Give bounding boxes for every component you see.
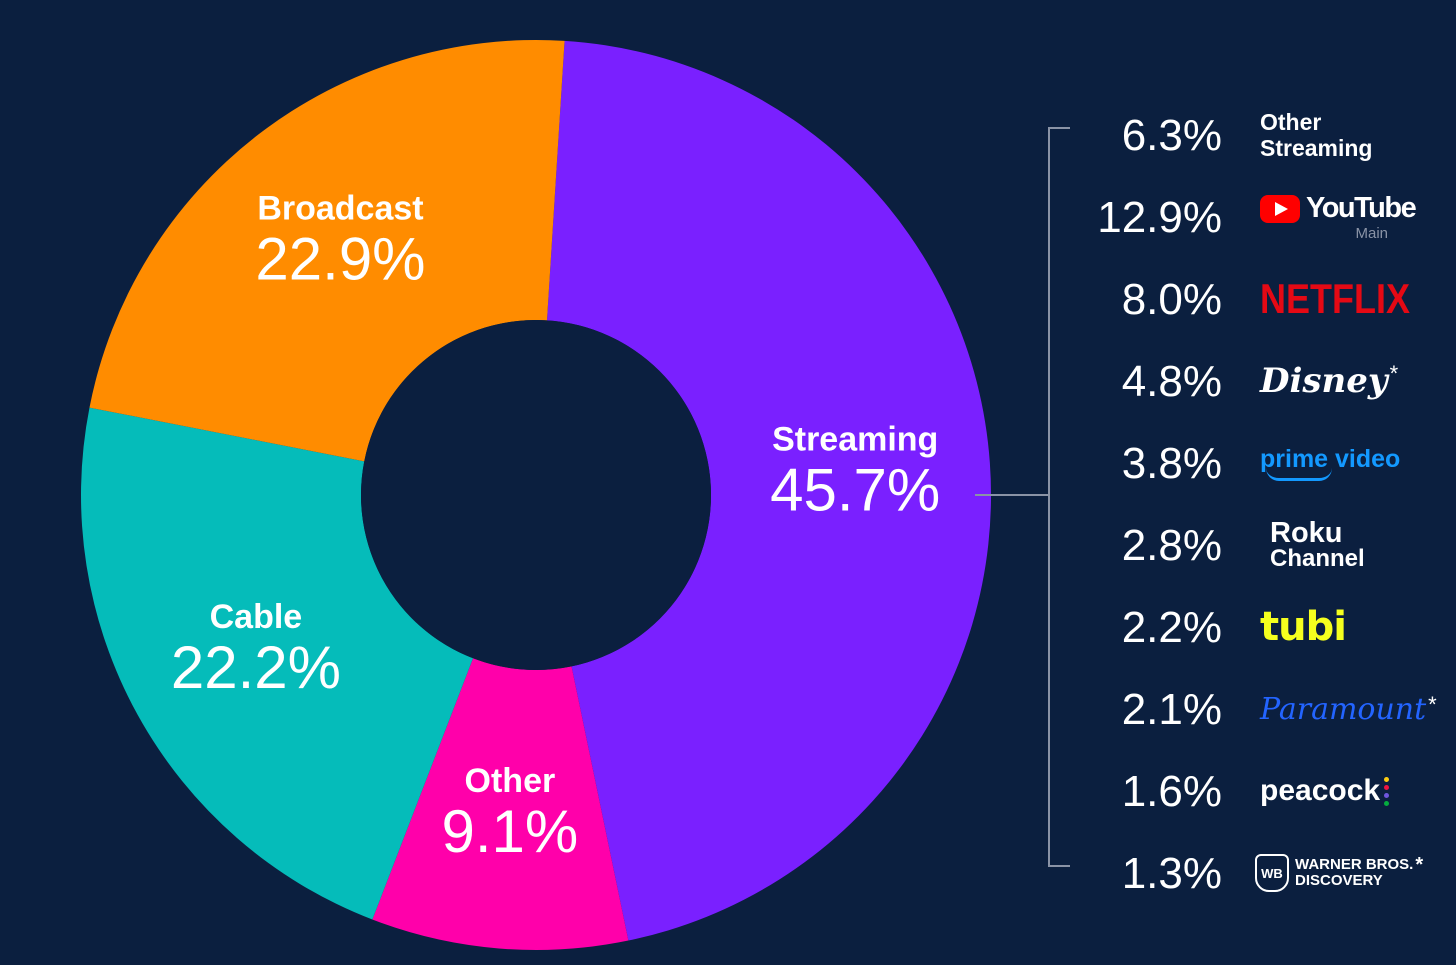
slice-value-other: 9.1%: [442, 798, 579, 865]
brand-label: NETFLIX: [1260, 274, 1410, 322]
pct-label: 4.8%: [1121, 357, 1222, 406]
pct-label: 2.8%: [1121, 521, 1222, 570]
slice-other: [372, 658, 629, 951]
pct-label: 1.3%: [1121, 849, 1222, 898]
slice-label-other: Other: [465, 762, 556, 800]
bracket-top: [1048, 127, 1070, 129]
asterisk: *: [1389, 361, 1399, 386]
breakdown-row-peacock: 1.6% peacock: [1040, 761, 1450, 843]
breakdown-row-paramount: 2.1% Paramount*: [1040, 679, 1450, 761]
peacock-logo: peacock: [1260, 761, 1450, 821]
slice-label-broadcast: Broadcast: [257, 190, 423, 228]
slice-value-cable: 22.2%: [171, 634, 341, 701]
brand-label: YouTube: [1306, 192, 1417, 224]
youtube-logo: YouTube Main: [1260, 187, 1450, 247]
tubi-logo: tubi: [1260, 597, 1450, 657]
prime-video-logo: prime video: [1260, 433, 1450, 493]
netflix-logo: NETFLIX: [1260, 269, 1450, 329]
slice-label-streaming: Streaming: [772, 420, 938, 458]
breakdown-row-youtube: 12.9% YouTube Main: [1040, 187, 1450, 269]
bracket-connector: [975, 494, 1048, 496]
warner-bros-discovery-logo: WB WARNER BROS. * DISCOVERY: [1255, 843, 1445, 903]
breakdown-row-other-streaming: 6.3% Other Streaming: [1040, 105, 1450, 187]
slice-cable: [80, 407, 474, 920]
slices-group: [80, 40, 992, 951]
asterisk: *: [1415, 854, 1424, 876]
streaming-breakdown: 6.3% Other Streaming 12.9% YouTube Main …: [975, 105, 1450, 898]
slice-value-broadcast: 22.9%: [255, 226, 425, 293]
youtube-play-icon: [1260, 194, 1300, 223]
brand-sublabel: DISCOVERY: [1295, 872, 1383, 889]
brand-label: tubi: [1260, 604, 1347, 650]
prime-smile-icon: [1266, 468, 1332, 481]
disney-logo: Disney*: [1260, 351, 1450, 411]
pct-label: 2.2%: [1121, 603, 1222, 652]
bracket-bottom: [1048, 865, 1070, 867]
breakdown-row-prime-video: 3.8% prime video: [1040, 433, 1450, 515]
pct-label: 12.9%: [1097, 193, 1222, 242]
brand-sublabel: Main: [1355, 225, 1388, 242]
slice-broadcast: [89, 40, 565, 462]
peacock-dots-icon: [1384, 776, 1390, 806]
breakdown-row-disney: 4.8% Disney*: [1040, 351, 1450, 433]
paramount-logo: Paramount*: [1260, 679, 1450, 739]
breakdown-row-netflix: 8.0% NETFLIX: [1040, 269, 1450, 351]
pct-label: 2.1%: [1121, 685, 1222, 734]
wb-shield-icon: WB: [1255, 854, 1289, 892]
roku-channel-logo: Roku Channel: [1260, 515, 1456, 575]
pct-label: 8.0%: [1121, 275, 1222, 324]
asterisk: *: [1428, 691, 1437, 717]
brand-label: WARNER BROS.: [1295, 856, 1414, 873]
brand-sublabel: Channel: [1270, 545, 1365, 572]
brand-label: Roku: [1270, 517, 1343, 549]
bracket-vertical: [1048, 127, 1050, 867]
brand-label: peacock: [1260, 774, 1381, 807]
brand-label: Other Streaming: [1260, 109, 1373, 161]
breakdown-row-wbd: 1.3% WB WARNER BROS. * DISCOVERY: [1040, 843, 1450, 925]
breakdown-row-tubi: 2.2% tubi: [1040, 597, 1450, 679]
other-streaming-text: Other Streaming: [1260, 105, 1450, 165]
brand-label: Disney: [1260, 361, 1388, 401]
slice-value-streaming: 45.7%: [770, 456, 940, 523]
donut-hole: [361, 320, 711, 670]
pct-label: 3.8%: [1121, 439, 1222, 488]
pct-label: 1.6%: [1121, 767, 1222, 816]
brand-label: Paramount: [1260, 691, 1427, 727]
slice-streaming: [546, 40, 992, 941]
pct-label: 6.3%: [1121, 111, 1222, 160]
breakdown-row-roku: 2.8% Roku Channel: [1040, 515, 1450, 597]
slice-label-cable: Cable: [210, 598, 303, 636]
